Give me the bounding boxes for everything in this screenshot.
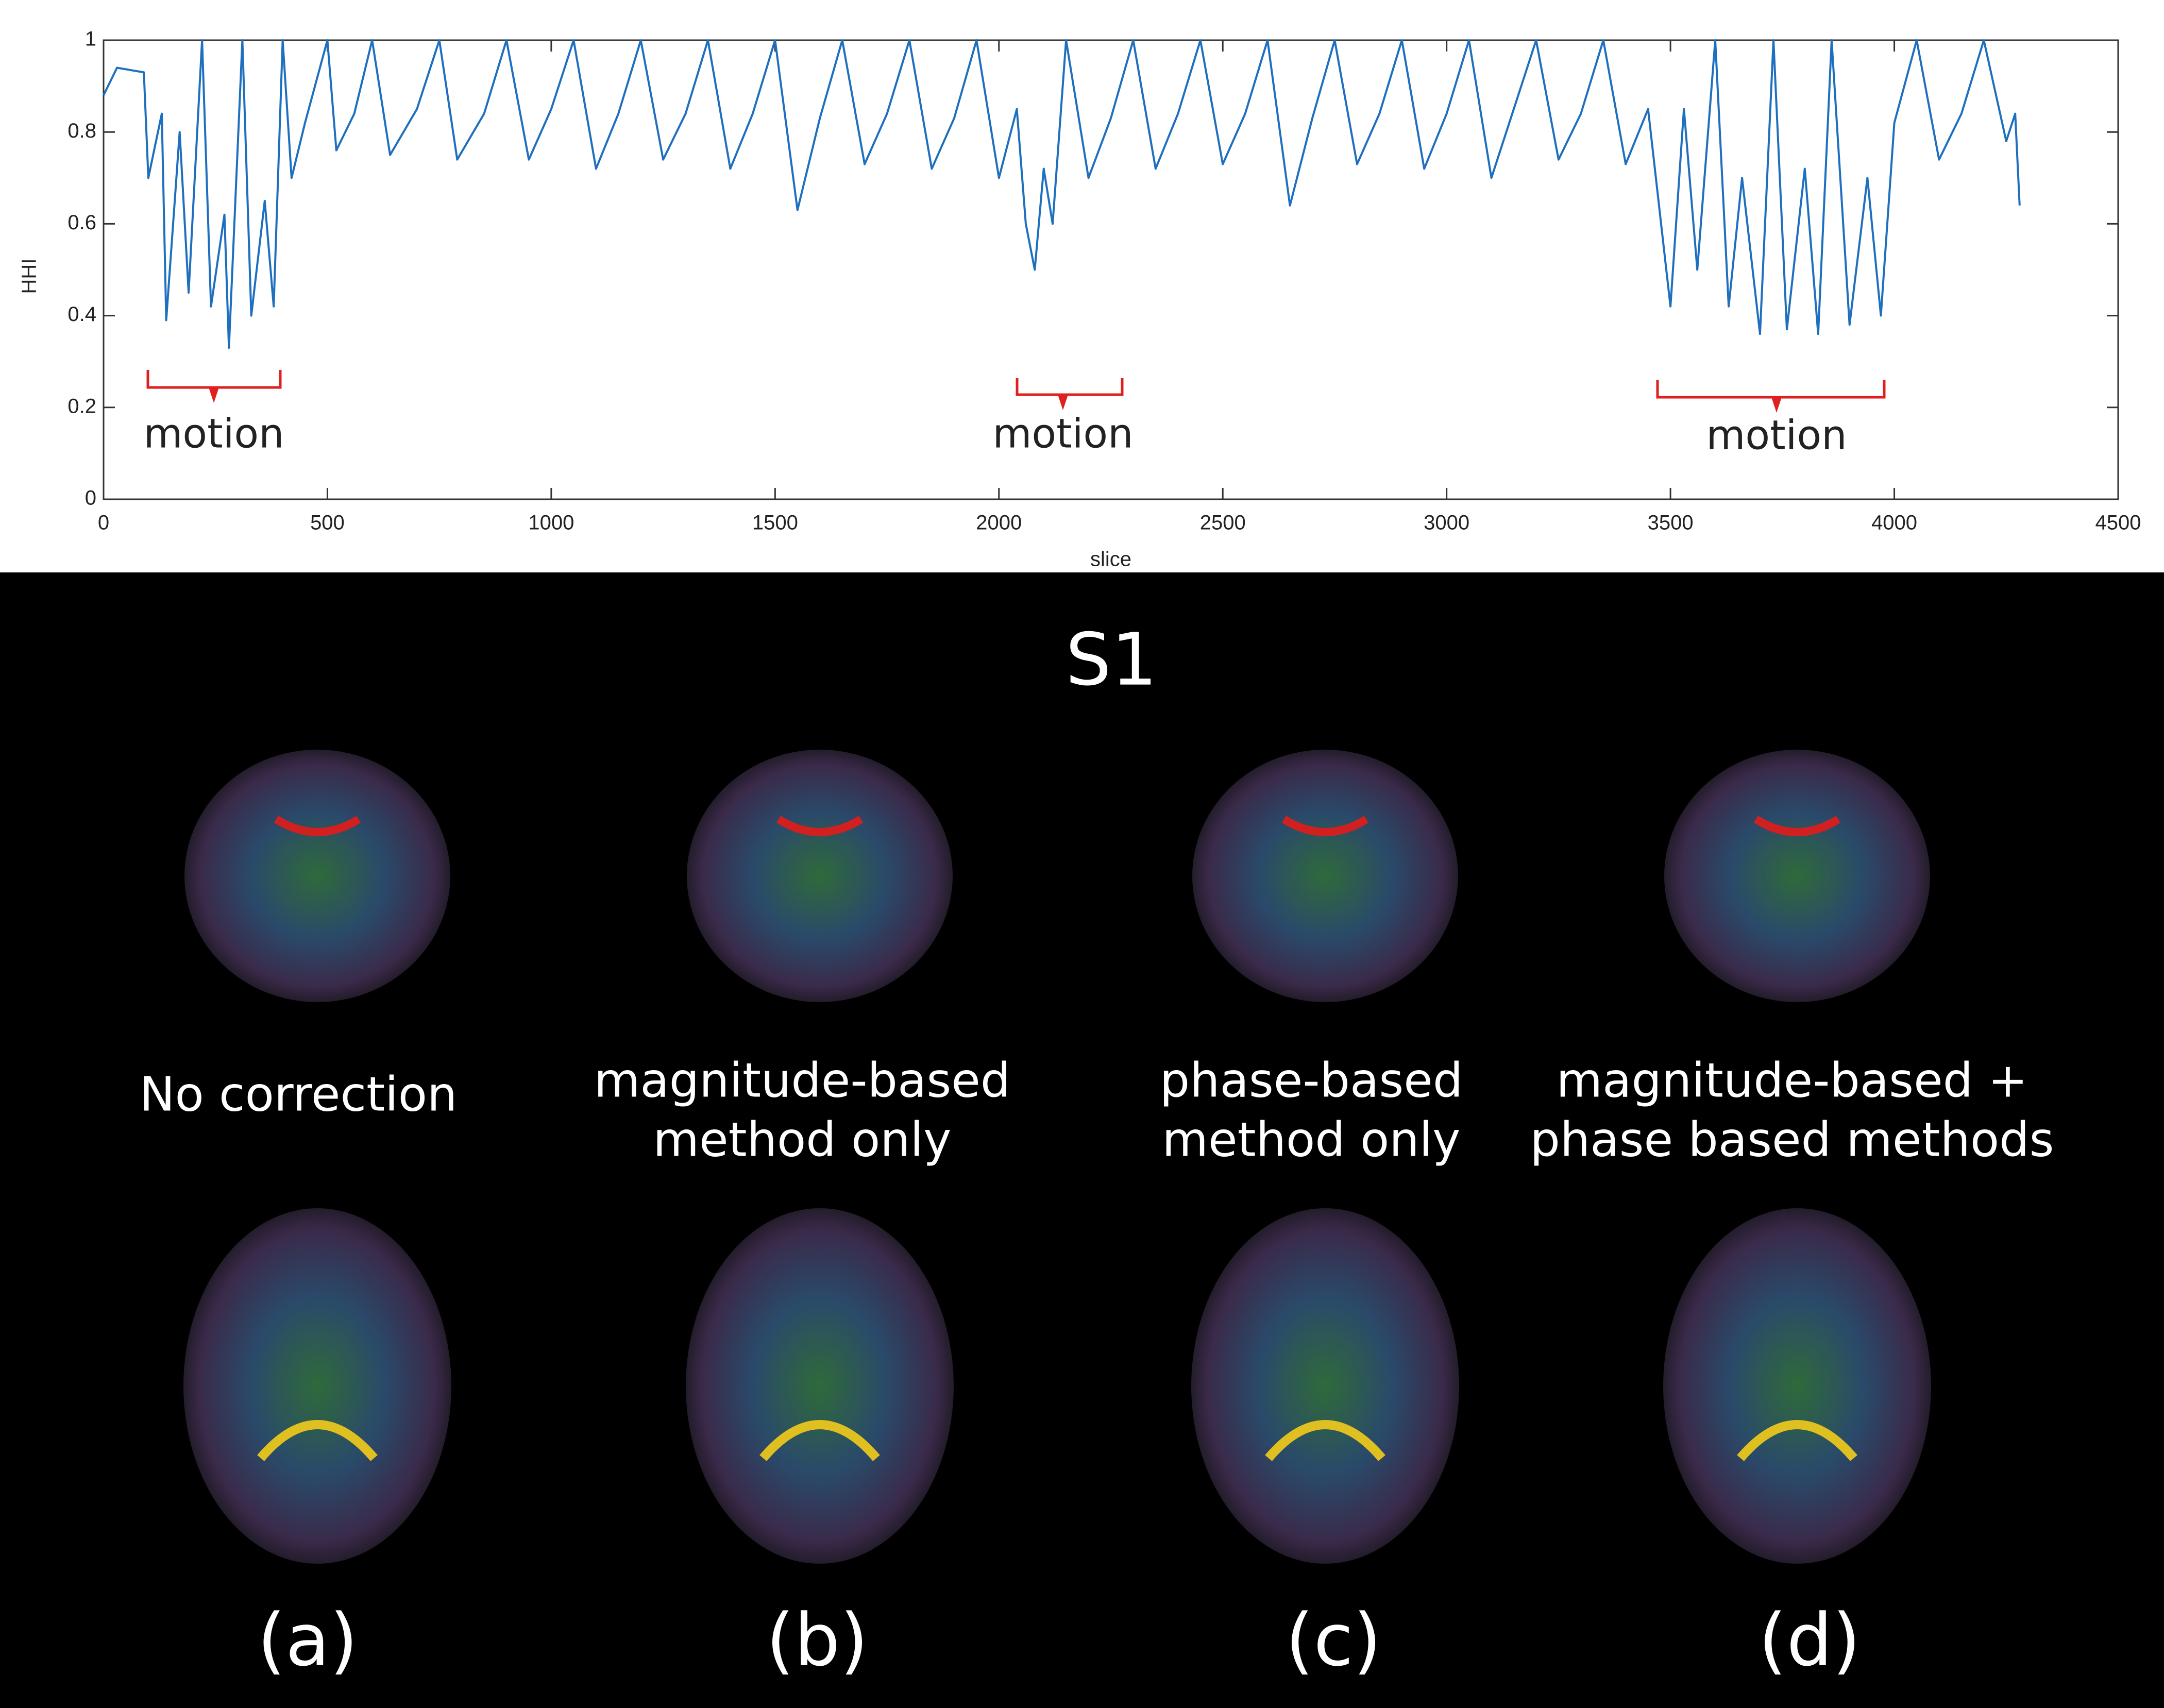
brain-images (183, 750, 1931, 1564)
x-tick-label: 4000 (1871, 512, 1917, 534)
x-tick-label: 3500 (1648, 512, 1694, 534)
bracket-pointer (1058, 395, 1068, 410)
x-axis-label: slice (1090, 548, 1131, 571)
brain-feature (1265, 1420, 1385, 1461)
y-tick-label: 0.8 (67, 120, 96, 142)
brain-image (1191, 1208, 1459, 1564)
y-axis-label: HHI (18, 259, 41, 294)
annotation: motion (992, 411, 1133, 457)
brain-image (1192, 750, 1458, 1002)
bracket-pointer (1771, 397, 1782, 413)
bracket-pointer (209, 387, 219, 403)
y-tick-label: 0 (85, 487, 96, 510)
panel-label: (a) (257, 1599, 358, 1683)
chart-background (0, 0, 2164, 572)
annotation: motion (1706, 412, 1847, 459)
brain-image (184, 750, 450, 1002)
x-tick-label: 500 (310, 512, 345, 534)
brain-image (687, 750, 953, 1002)
x-tick-label: 2500 (1200, 512, 1246, 534)
x-tick-label: 0 (98, 512, 109, 534)
panel-label: (d) (1759, 1599, 1861, 1683)
caption: method only (653, 1112, 951, 1167)
brain-image (686, 1208, 954, 1564)
brain-feature (257, 1420, 378, 1461)
panel-title: S1 (1066, 618, 1157, 702)
y-tick-label: 1 (85, 28, 96, 50)
data-line (103, 39, 2021, 349)
caption: phase based methods (1530, 1112, 2054, 1167)
brain-image (1664, 750, 1930, 1002)
motion-bracket (1656, 380, 1886, 399)
y-tick-label: 0.4 (67, 303, 96, 326)
caption: No correction (140, 1067, 458, 1122)
brain-feature (1737, 1420, 1857, 1461)
y-tick-label: 0.2 (67, 395, 96, 417)
motion-bracket (1016, 378, 1124, 396)
x-tick-label: 1500 (752, 512, 798, 534)
caption: magnitude-based (594, 1053, 1011, 1108)
caption: method only (1162, 1112, 1460, 1167)
plot-frame (103, 39, 2119, 500)
y-tick-label: 0.6 (67, 211, 96, 234)
caption: magnitude-based + (1557, 1053, 2028, 1108)
brain-feature (776, 816, 864, 836)
brain-feature (274, 816, 361, 836)
x-tick-label: 1000 (528, 512, 574, 534)
caption: phase-based (1160, 1053, 1463, 1108)
brain-feature (759, 1420, 880, 1461)
brain-image (183, 1208, 451, 1564)
brain-feature (1753, 816, 1841, 836)
x-tick-label: 4500 (2095, 512, 2141, 534)
x-tick-label: 2000 (976, 512, 1022, 534)
brain-feature (1281, 816, 1369, 836)
panel-label: (b) (766, 1599, 868, 1683)
brain-image (1663, 1208, 1931, 1564)
panel-label: (c) (1286, 1599, 1381, 1683)
x-tick-label: 3000 (1424, 512, 1469, 534)
annotation: motion (143, 411, 284, 457)
